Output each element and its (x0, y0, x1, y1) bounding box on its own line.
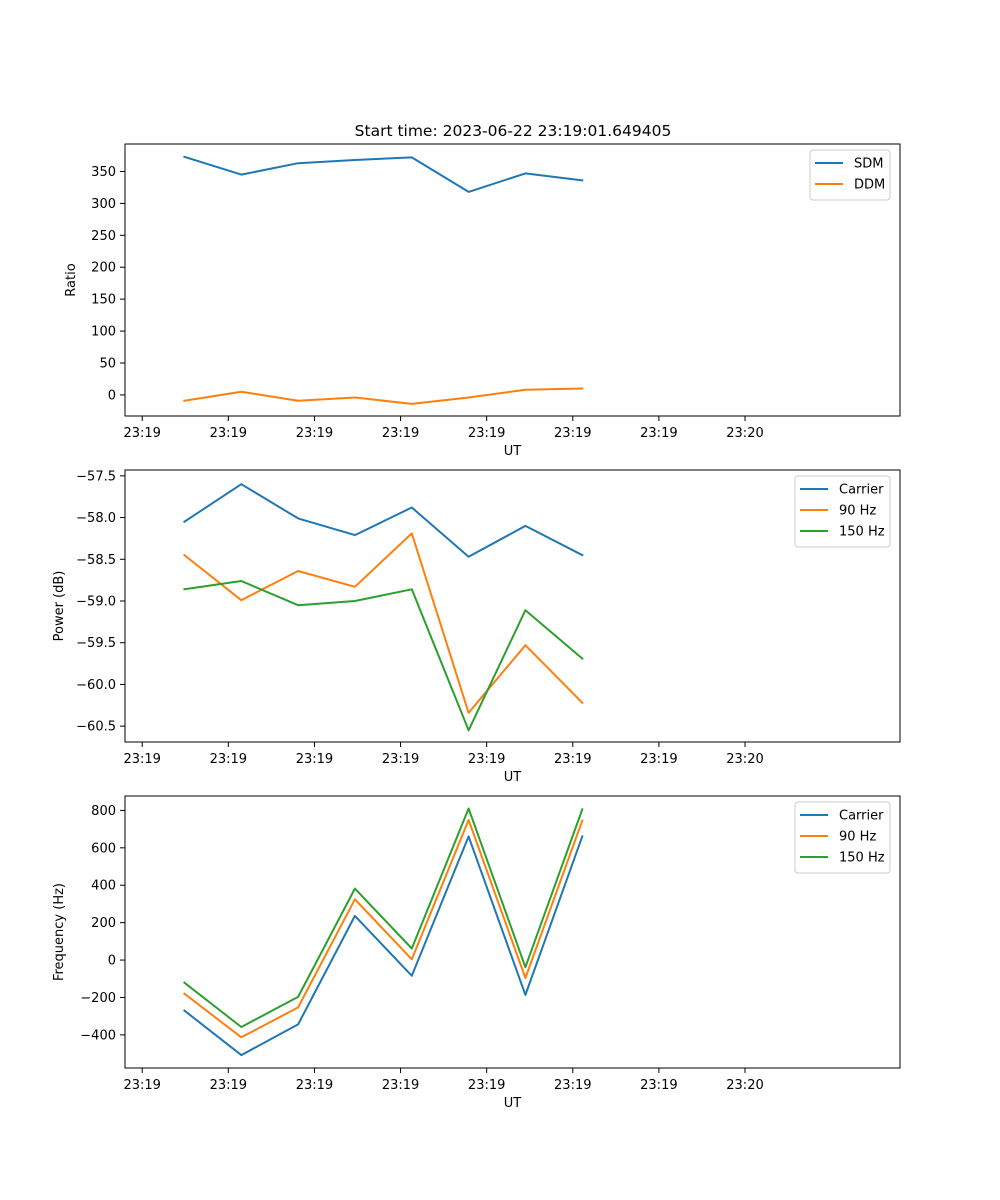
y-tick-label: −400 (80, 1028, 116, 1043)
legend-label: 150 Hz (839, 525, 885, 540)
series-line-ddm (183, 387, 584, 405)
x-tick-label: 23:19 (554, 752, 591, 767)
x-tick-label: 23:20 (726, 1078, 763, 1093)
legend-label: Carrier (839, 483, 884, 498)
legend: Carrier 90 Hz 150 Hz (794, 801, 891, 874)
x-tick-label: 23:19 (296, 426, 333, 441)
x-tick-label: 23:19 (210, 752, 247, 767)
y-tick-label: −58.0 (76, 511, 116, 526)
x-tick-label: 23:19 (554, 426, 591, 441)
x-tick-label: 23:19 (468, 426, 505, 441)
figure-title: Start time: 2023-06-22 23:19:01.649405 (355, 122, 672, 140)
y-tick-label: 800 (91, 804, 116, 819)
series-line-carrier (183, 483, 584, 558)
y-tick-label: −59.5 (76, 636, 116, 651)
y-tick-label: −60.5 (76, 720, 116, 735)
y-axis-label: Power (dB) (52, 571, 67, 642)
y-tick-label: 200 (91, 916, 116, 931)
x-tick-label: 23:19 (382, 752, 419, 767)
legend-label: 150 Hz (839, 851, 885, 866)
legend-label: SDM (854, 157, 883, 172)
y-tick-label: −59.0 (76, 594, 116, 609)
y-tick-label: 50 (99, 357, 116, 372)
y-tick-label: −58.5 (76, 553, 116, 568)
x-tick-label: 23:19 (468, 1078, 505, 1093)
x-tick-label: 23:19 (382, 426, 419, 441)
series-line-carrier (182, 835, 584, 1057)
axes-frame (124, 143, 901, 417)
x-axis-label: UT (504, 1096, 522, 1111)
chart-panel-2: 23:19 23:19 23:19 23:19 23:19 23:19 23:19 23:20… (52, 469, 901, 785)
x-tick-label: 23:19 (640, 426, 677, 441)
legend-label: 90 Hz (839, 830, 876, 845)
y-tick-label: 350 (91, 165, 116, 180)
x-tick-label: 23:19 (210, 426, 247, 441)
x-tick-label: 23:19 (468, 752, 505, 767)
series-line-150-hz (182, 807, 584, 1028)
x-tick-label: 23:19 (123, 426, 160, 441)
y-tick-label: 0 (108, 954, 116, 969)
series-line-sdm (183, 155, 584, 193)
legend: SDM DDM (809, 149, 891, 201)
series-line-150-hz (183, 580, 584, 732)
x-tick-label: 23:19 (554, 1078, 591, 1093)
axes-frame (124, 795, 901, 1069)
series-line-90-hz (182, 818, 584, 1039)
y-axis-label: Frequency (Hz) (52, 883, 67, 981)
axes-frame (124, 469, 901, 743)
panels: 23:19 23:19 23:19 23:19 23:19 23:19 23:19 23:20… (52, 143, 901, 1111)
legend-label: 90 Hz (839, 504, 876, 519)
x-tick-label: 23:19 (123, 752, 160, 767)
y-tick-label: 200 (91, 261, 116, 276)
legend-box (794, 801, 891, 874)
legend-label: DDM (854, 178, 885, 193)
x-tick-label: 23:19 (640, 1078, 677, 1093)
y-tick-label: 100 (91, 325, 116, 340)
y-tick-label: 150 (91, 293, 116, 308)
x-tick-label: 23:19 (382, 1078, 419, 1093)
y-tick-label: 600 (91, 841, 116, 856)
x-tick-label: 23:19 (123, 1078, 160, 1093)
legend-box (794, 475, 891, 548)
y-tick-label: 400 (91, 879, 116, 894)
y-tick-label: −57.5 (76, 469, 116, 484)
series-line-90-hz (182, 532, 584, 714)
x-tick-label: 23:20 (726, 426, 763, 441)
legend: Carrier 90 Hz 150 Hz (794, 475, 891, 548)
x-axis-label: UT (504, 770, 522, 785)
y-tick-label: 250 (91, 229, 116, 244)
chart-panel-1: 23:19 23:19 23:19 23:19 23:19 23:19 23:19 23:20… (64, 143, 901, 459)
x-tick-label: 23:19 (640, 752, 677, 767)
y-tick-label: −200 (80, 991, 116, 1006)
y-tick-label: −60.0 (76, 678, 116, 693)
x-tick-label: 23:19 (296, 1078, 333, 1093)
x-tick-label: 23:19 (296, 752, 333, 767)
y-axis-label: Ratio (64, 263, 79, 296)
x-tick-label: 23:19 (210, 1078, 247, 1093)
y-tick-label: 0 (108, 388, 116, 403)
chart-panel-3: 23:19 23:19 23:19 23:19 23:19 23:19 23:19 23:20… (52, 795, 901, 1111)
y-tick-label: 300 (91, 197, 116, 212)
x-tick-label: 23:20 (726, 752, 763, 767)
x-axis-label: UT (504, 444, 522, 459)
legend-label: Carrier (839, 809, 884, 824)
